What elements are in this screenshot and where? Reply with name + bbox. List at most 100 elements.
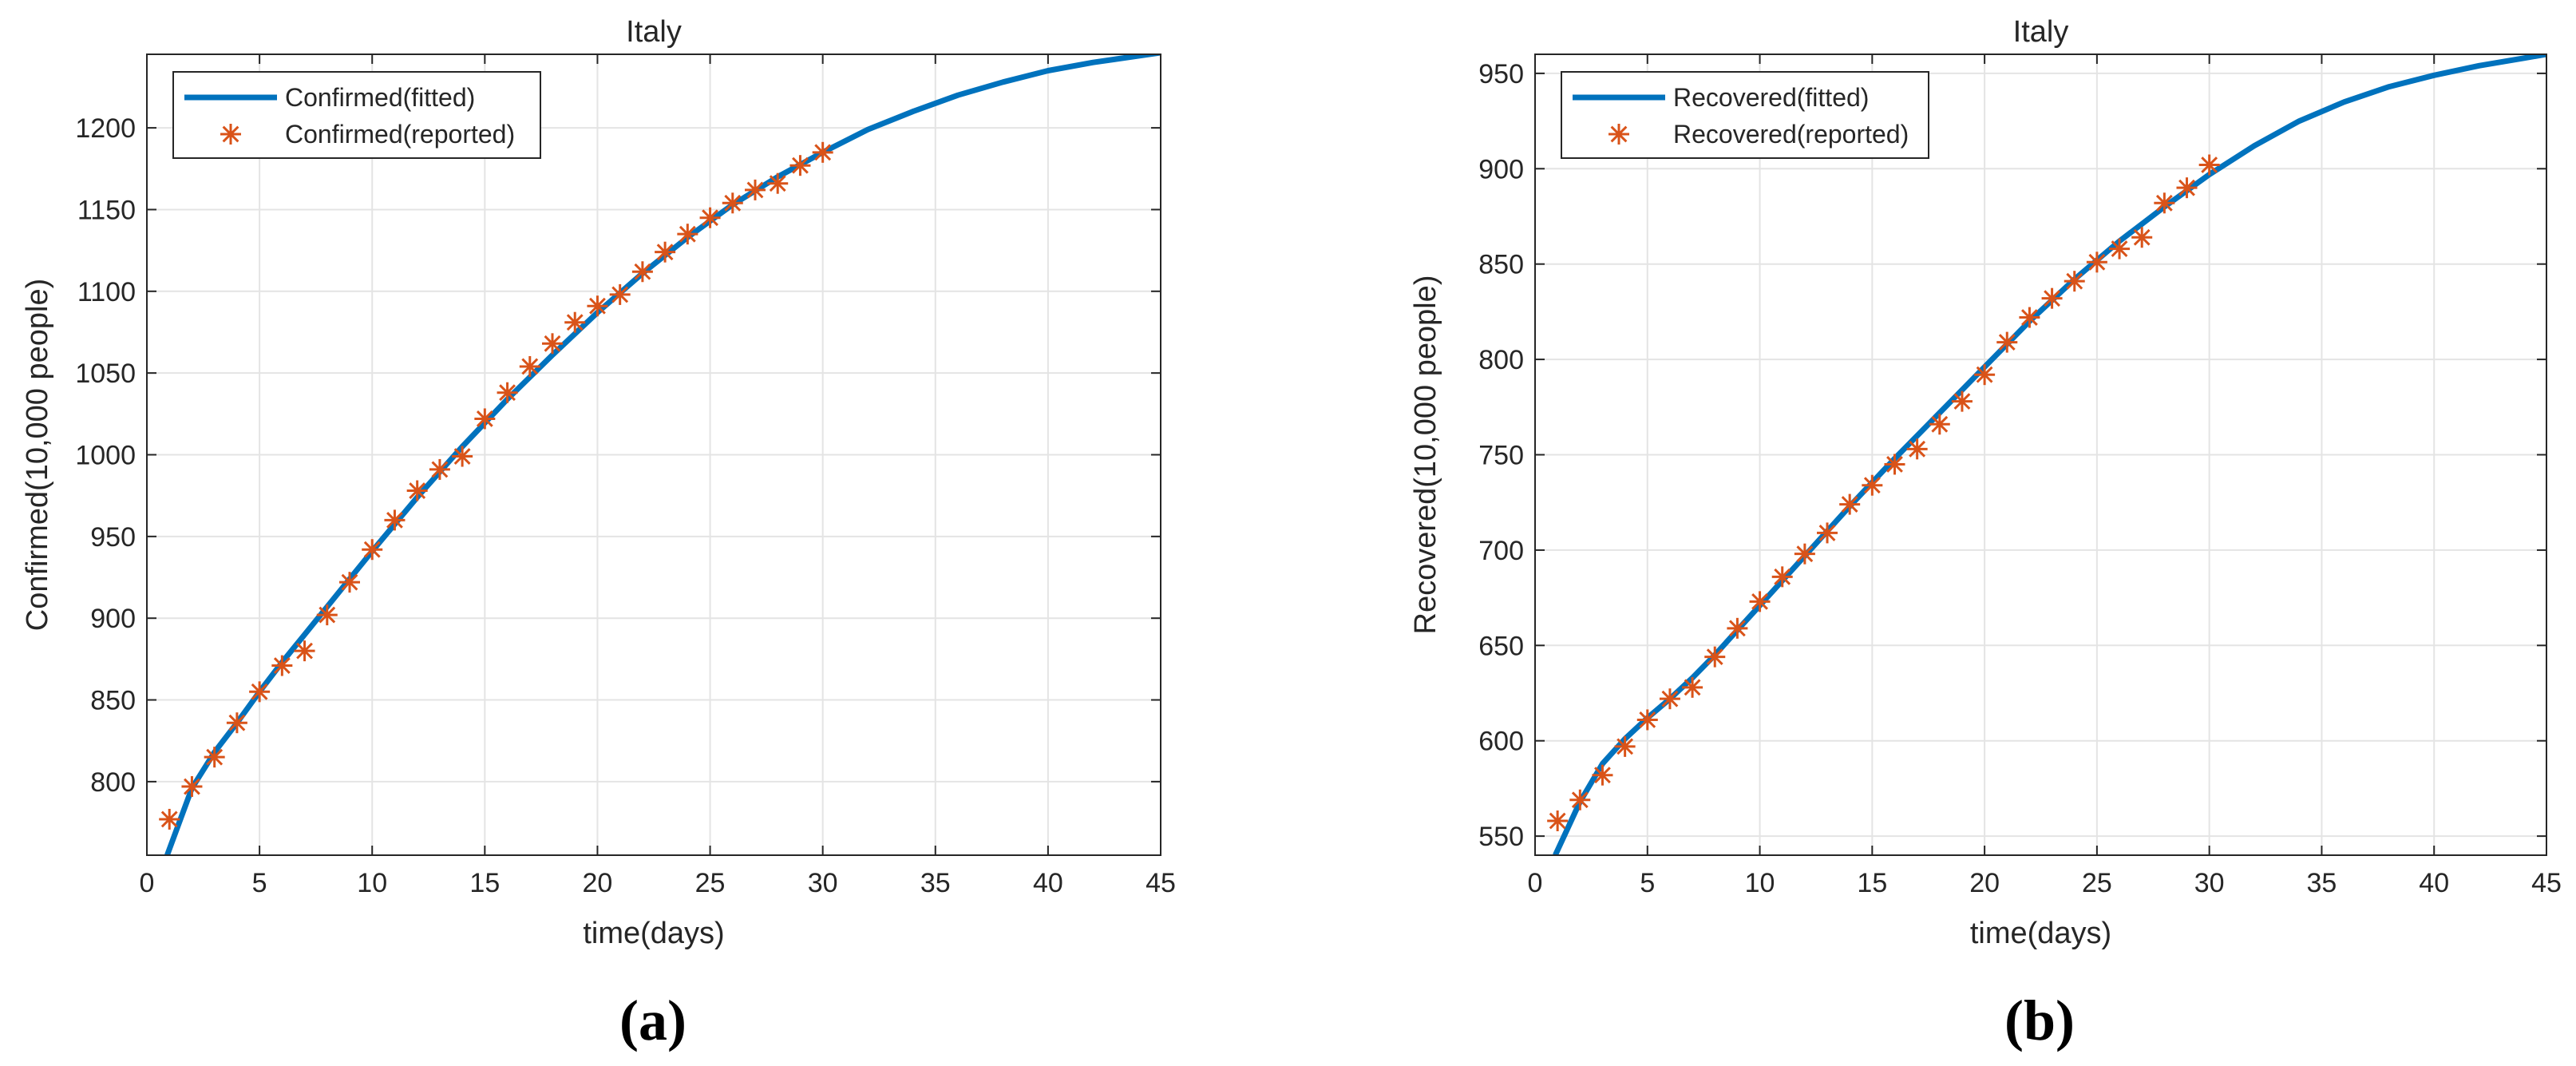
data-point-reported bbox=[406, 480, 428, 501]
x-tick-label: 5 bbox=[252, 868, 267, 898]
data-point-reported bbox=[474, 408, 496, 430]
data-point-reported bbox=[316, 604, 338, 626]
data-point-reported bbox=[362, 539, 383, 561]
x-tick-label: 10 bbox=[1745, 868, 1775, 898]
x-tick-label: 30 bbox=[808, 868, 838, 898]
y-tick-label: 950 bbox=[90, 522, 136, 553]
chart-panel-a: 0 5 10 15 20 25 30 35 40 45 800 850 900 950 1000 1050 11… bbox=[21, 15, 1176, 1052]
data-point-reported bbox=[587, 295, 608, 317]
x-tick-label: 10 bbox=[357, 868, 387, 898]
data-point-reported bbox=[2131, 227, 2153, 248]
x-axis-label: time(days) bbox=[583, 917, 724, 950]
data-point-reported bbox=[1862, 474, 1883, 496]
y-tick-label: 800 bbox=[90, 767, 136, 798]
data-point-reported bbox=[1727, 617, 1748, 639]
data-point-reported bbox=[1817, 522, 1838, 544]
x-tick-label: 45 bbox=[2531, 868, 2562, 898]
x-tick-label: 25 bbox=[695, 868, 726, 898]
data-point-reported bbox=[1906, 438, 1928, 460]
x-tick-label: 40 bbox=[2419, 868, 2449, 898]
data-point-reported bbox=[564, 311, 586, 333]
legend-label: Confirmed(fitted) bbox=[285, 83, 475, 112]
data-point-reported bbox=[1839, 493, 1861, 515]
y-tick-label: 700 bbox=[1478, 536, 1524, 566]
legend-box bbox=[1561, 71, 1929, 159]
x-tick-label: 0 bbox=[1528, 868, 1543, 898]
y-tick-label: 650 bbox=[1478, 631, 1524, 661]
chart-title: Italy bbox=[2013, 15, 2069, 49]
x-tick-label: 20 bbox=[1969, 868, 2000, 898]
chart-panel-b: 0 5 10 15 20 25 30 35 40 45 550 600 650 700 750 800 850 9… bbox=[1409, 15, 2562, 1052]
x-tick-label: 30 bbox=[2194, 868, 2225, 898]
data-point-reported bbox=[655, 241, 676, 263]
y-tick-label: 1100 bbox=[77, 277, 136, 307]
legend-label: Confirmed(reported) bbox=[285, 120, 515, 149]
data-point-reported bbox=[1929, 414, 1950, 435]
y-tick-label: 1150 bbox=[77, 195, 136, 225]
data-point-reported bbox=[722, 192, 743, 214]
data-point-reported bbox=[1659, 688, 1680, 710]
data-point-reported bbox=[1749, 591, 1771, 612]
y-tick-label: 550 bbox=[1478, 822, 1524, 852]
legend-box bbox=[172, 71, 541, 159]
data-point-reported bbox=[1996, 331, 2018, 353]
y-tick-label: 900 bbox=[90, 604, 136, 634]
y-tick-label: 750 bbox=[1478, 441, 1524, 471]
data-point-reported bbox=[1884, 454, 1905, 475]
x-tick-label: 40 bbox=[1033, 868, 1063, 898]
data-point-reported bbox=[339, 572, 360, 593]
series-line-fitted bbox=[164, 54, 1161, 855]
panel-caption: (a) bbox=[619, 989, 687, 1052]
y-axis-label: Confirmed(10,000 people) bbox=[21, 279, 54, 632]
data-point-reported bbox=[519, 355, 540, 377]
data-point-reported bbox=[2086, 252, 2107, 273]
y-tick-label: 950 bbox=[1478, 59, 1524, 89]
data-point-reported bbox=[2176, 177, 2198, 199]
data-point-reported bbox=[2198, 154, 2220, 176]
data-point-reported bbox=[452, 446, 473, 467]
legend-marker-swatch bbox=[220, 124, 241, 145]
y-tick-label: 900 bbox=[1478, 154, 1524, 184]
data-point-reported bbox=[497, 382, 518, 403]
y-tick-label: 800 bbox=[1478, 345, 1524, 375]
y-tick-label: 850 bbox=[90, 686, 136, 716]
data-point-reported bbox=[631, 261, 653, 283]
data-point-reported bbox=[1547, 810, 1569, 832]
y-tick-label: 1050 bbox=[75, 359, 136, 389]
legend-label: Recovered(reported) bbox=[1673, 120, 1909, 149]
data-point-reported bbox=[429, 458, 450, 480]
data-point-reported bbox=[1592, 764, 1613, 786]
x-tick-label: 5 bbox=[1640, 868, 1655, 898]
x-axis-label: time(days) bbox=[1970, 917, 2111, 950]
chart-title: Italy bbox=[626, 15, 682, 49]
data-point-reported bbox=[226, 712, 247, 734]
x-tick-label: 0 bbox=[140, 868, 155, 898]
y-tick-label: 600 bbox=[1478, 727, 1524, 757]
data-point-reported bbox=[159, 808, 180, 830]
data-point-reported bbox=[1771, 566, 1793, 588]
data-point-reported bbox=[2064, 271, 2085, 292]
x-tick-label: 15 bbox=[1857, 868, 1887, 898]
x-tick-label: 45 bbox=[1146, 868, 1176, 898]
data-point-reported bbox=[699, 207, 721, 228]
data-point-reported bbox=[1682, 676, 1703, 698]
data-point-reported bbox=[542, 333, 563, 355]
y-tick-label: 1200 bbox=[75, 113, 136, 144]
x-tick-label: 25 bbox=[2082, 868, 2112, 898]
y-tick-label: 1000 bbox=[75, 441, 136, 471]
data-point-reported bbox=[249, 681, 271, 703]
data-point-reported bbox=[767, 172, 789, 194]
data-point-reported bbox=[2109, 238, 2131, 260]
x-tick-label: 15 bbox=[469, 868, 500, 898]
data-point-reported bbox=[1704, 646, 1726, 668]
data-point-reported bbox=[789, 155, 811, 176]
y-axis-label: Recovered(10,000 people) bbox=[1409, 275, 1442, 635]
data-point-reported bbox=[2041, 287, 2063, 309]
legend-label: Recovered(fitted) bbox=[1673, 83, 1869, 112]
data-point-reported bbox=[812, 141, 833, 163]
data-point-reported bbox=[181, 776, 203, 798]
legend-marker-swatch bbox=[1609, 124, 1629, 145]
data-point-reported bbox=[1614, 735, 1636, 757]
legend: Recovered(fitted) Recovered(reported) bbox=[1561, 71, 1929, 159]
